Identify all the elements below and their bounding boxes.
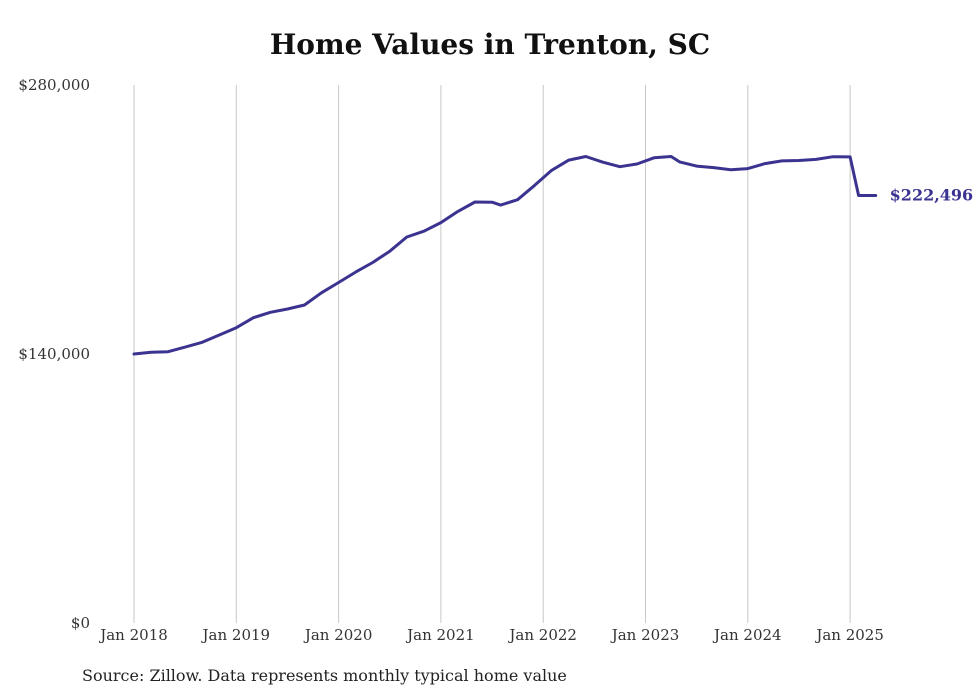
annotation-layer: $222,496 xyxy=(890,185,974,204)
chart-title: Home Values in Trenton, SC xyxy=(269,28,711,61)
y-tick-label: $280,000 xyxy=(18,76,90,94)
x-tick-label: Jan 2019 xyxy=(201,626,271,644)
x-tick-label: Jan 2025 xyxy=(814,626,884,644)
series-layer xyxy=(132,155,878,356)
x-tick-label: Jan 2021 xyxy=(405,626,475,644)
x-tick-label: Jan 2023 xyxy=(610,626,680,644)
x-tick-label: Jan 2022 xyxy=(507,626,577,644)
x-tick-label: Jan 2024 xyxy=(712,626,782,644)
x-tick-label: Jan 2018 xyxy=(98,626,168,644)
home-value-line xyxy=(132,155,878,356)
x-tick-label: Jan 2020 xyxy=(303,626,373,644)
y-axis-ticks: $0 $140,000 $280,000 xyxy=(18,76,90,632)
source-note: Source: Zillow. Data represents monthly … xyxy=(82,666,567,685)
x-axis-ticks: Jan 2018 Jan 2019 Jan 2020 Jan 2021 Jan 2022… xyxy=(98,626,884,644)
y-tick-label: $140,000 xyxy=(18,345,90,363)
y-tick-label: $0 xyxy=(71,614,90,632)
end-value-label: $222,496 xyxy=(890,185,974,204)
gridlines xyxy=(133,85,851,623)
